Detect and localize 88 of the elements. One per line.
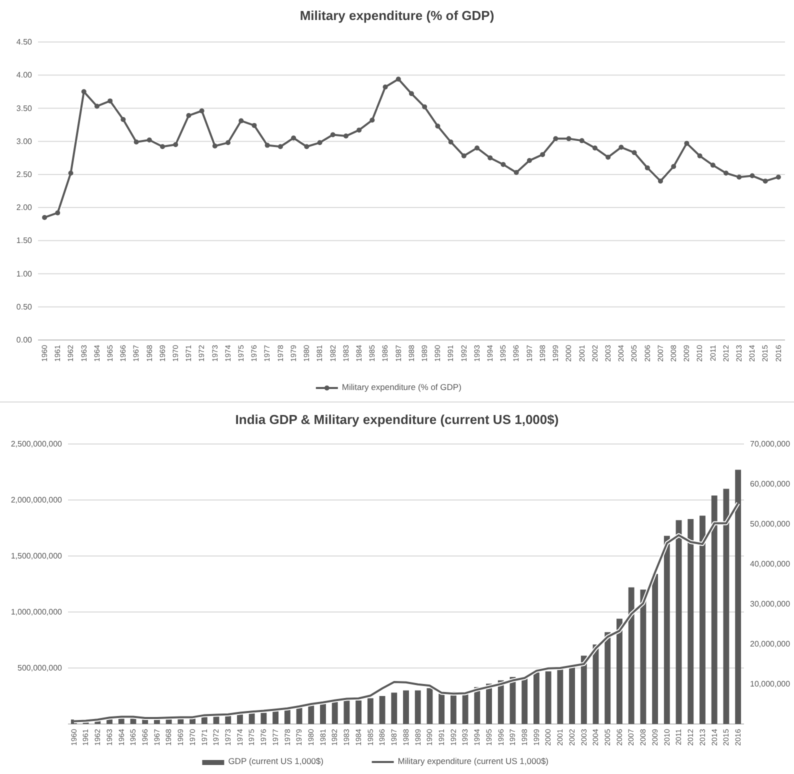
point xyxy=(94,104,100,109)
point xyxy=(160,144,165,150)
point xyxy=(396,76,401,82)
y2-tick-label: 50,000,000 xyxy=(750,520,791,529)
point xyxy=(226,140,231,146)
point xyxy=(264,142,270,148)
y-tick-label: 3.00 xyxy=(16,136,33,146)
point xyxy=(186,113,192,118)
y-tick-label: 3.50 xyxy=(16,104,33,113)
point xyxy=(252,122,257,128)
point xyxy=(776,174,781,180)
y2-tick-label: 40,000,000 xyxy=(750,560,791,569)
legend-label: GDP (current US 1,000$) xyxy=(228,756,324,766)
point xyxy=(304,144,310,150)
y-tick-label: 0.00 xyxy=(16,336,33,345)
point xyxy=(736,174,742,180)
y-tick-label: 1,500,000,000 xyxy=(10,552,63,561)
point xyxy=(540,152,546,158)
point xyxy=(238,118,244,124)
point xyxy=(108,98,113,104)
point xyxy=(553,136,558,142)
point xyxy=(317,140,322,146)
y-tick-label: 500,000,000 xyxy=(18,664,63,673)
point xyxy=(618,144,624,150)
y-tick-label: 2.00 xyxy=(16,203,33,212)
point xyxy=(671,164,676,169)
point xyxy=(750,173,755,178)
point xyxy=(566,136,572,142)
y-tick-label: 1,000,000,000 xyxy=(10,608,63,617)
point xyxy=(212,143,218,148)
point xyxy=(382,84,388,90)
point xyxy=(762,178,768,184)
y-tick-label: 1.00 xyxy=(16,269,33,278)
y-tick-label: 2.50 xyxy=(16,170,33,180)
legend-label: Military expenditure (% of GDP) xyxy=(342,382,462,392)
point xyxy=(606,154,611,160)
y-tick-label: 1.50 xyxy=(16,236,33,246)
point xyxy=(632,150,637,156)
point xyxy=(199,108,204,114)
point xyxy=(461,153,466,158)
y-tick-label: 2,000,000,000 xyxy=(10,496,63,505)
point xyxy=(500,162,506,168)
point xyxy=(448,139,454,144)
y-tick-label: 2,500,000,000 xyxy=(10,440,63,449)
point xyxy=(526,158,532,164)
bar xyxy=(414,690,421,724)
point xyxy=(120,116,126,122)
point xyxy=(592,145,598,150)
point xyxy=(173,142,178,148)
point xyxy=(146,138,152,143)
point xyxy=(370,118,375,123)
bar xyxy=(391,692,398,724)
y2-tick-label: 60,000,000 xyxy=(750,480,791,489)
point xyxy=(330,132,336,138)
point xyxy=(422,104,428,110)
point xyxy=(644,165,650,170)
point xyxy=(488,155,493,160)
point xyxy=(356,128,362,133)
point xyxy=(291,136,296,141)
point xyxy=(81,89,86,94)
point xyxy=(68,170,74,176)
point xyxy=(42,214,48,220)
point xyxy=(697,153,702,158)
chart-title: Military expenditure (% of GDP) xyxy=(300,8,494,23)
y-tick-label: 0.50 xyxy=(16,302,33,312)
point xyxy=(55,210,60,216)
point xyxy=(278,144,283,150)
point xyxy=(409,91,414,96)
point xyxy=(684,140,690,146)
point xyxy=(514,170,519,175)
y-tick-label: 4.00 xyxy=(16,70,33,80)
chart-title: India GDP & Military expenditure (current US 1,000$) xyxy=(235,412,559,427)
point xyxy=(579,138,584,144)
y2-tick-label: 20,000,000 xyxy=(750,640,791,649)
y-tick-label: 4.50 xyxy=(16,38,33,47)
point xyxy=(435,124,440,129)
point xyxy=(343,134,348,139)
point xyxy=(134,139,139,144)
point xyxy=(710,162,716,168)
bar xyxy=(403,690,409,724)
point xyxy=(658,178,663,184)
y2-tick-label: 10,000,000 xyxy=(750,680,791,689)
point xyxy=(724,170,729,176)
y2-tick-label: 30,000,000 xyxy=(750,600,791,609)
y2-tick-label: 70,000,000 xyxy=(750,440,791,449)
point xyxy=(474,145,480,150)
bar xyxy=(379,696,386,724)
legend-label: Military expenditure (current US 1,000$) xyxy=(398,756,549,766)
